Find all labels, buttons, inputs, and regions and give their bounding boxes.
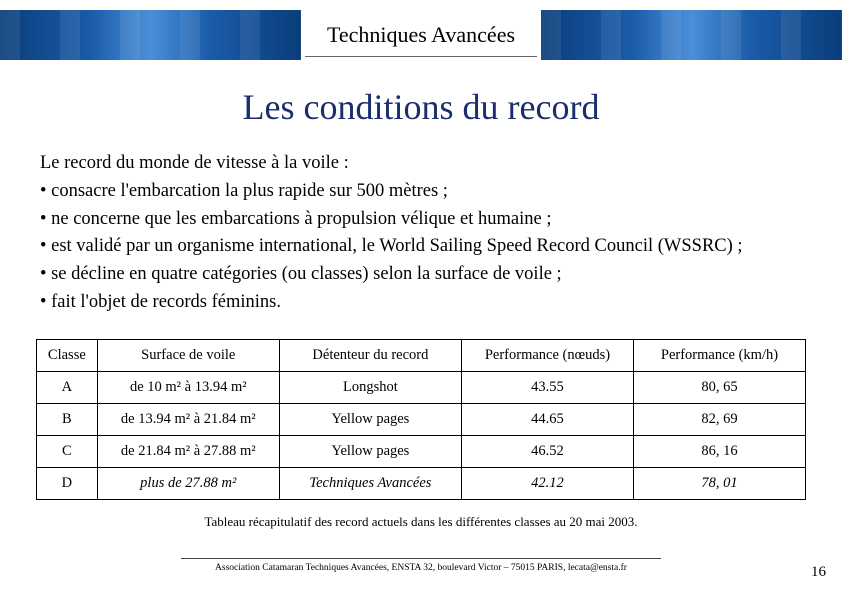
table-caption: Tableau récapitulatif des record actuels… <box>0 514 842 530</box>
footer-divider <box>181 558 661 559</box>
col-kmh: Performance (km/h) <box>633 339 805 371</box>
cell-kmh: 82, 69 <box>633 403 805 435</box>
cell-detenteur: Yellow pages <box>279 435 461 467</box>
table-row: Ade 10 m² à 13.94 m²Longshot43.5580, 65 <box>37 371 806 403</box>
cell-noeuds: 46.52 <box>461 435 633 467</box>
cell-noeuds: 43.55 <box>461 371 633 403</box>
footer-text: Association Catamaran Techniques Avancée… <box>0 563 842 573</box>
cell-kmh: 86, 16 <box>633 435 805 467</box>
cell-detenteur: Techniques Avancées <box>279 467 461 499</box>
cell-kmh: 78, 01 <box>633 467 805 499</box>
col-noeuds: Performance (nœuds) <box>461 339 633 371</box>
cell-classe: D <box>37 467 98 499</box>
cell-detenteur: Yellow pages <box>279 403 461 435</box>
cell-classe: A <box>37 371 98 403</box>
cell-classe: B <box>37 403 98 435</box>
cell-noeuds: 42.12 <box>461 467 633 499</box>
intro-line: Le record du monde de vitesse à la voile… <box>40 150 802 178</box>
cell-classe: C <box>37 435 98 467</box>
col-surface: Surface de voile <box>97 339 279 371</box>
records-table: Classe Surface de voile Détenteur du rec… <box>36 339 806 500</box>
cell-surface: de 10 m² à 13.94 m² <box>97 371 279 403</box>
bullet-0: • consacre l'embarcation la plus rapide … <box>40 178 802 206</box>
col-detenteur: Détenteur du record <box>279 339 461 371</box>
banner-image-left <box>0 10 301 60</box>
col-classe: Classe <box>37 339 98 371</box>
bullet-1: • ne concerne que les embarcations à pro… <box>40 206 802 234</box>
bullet-3: • se décline en quatre catégories (ou cl… <box>40 261 802 289</box>
header-title: Techniques Avancées <box>305 14 537 57</box>
table-row: Dplus de 27.88 m²Techniques Avancées42.1… <box>37 467 806 499</box>
bullet-2: • est validé par un organisme internatio… <box>40 233 802 261</box>
header-banner: Techniques Avancées <box>0 0 842 70</box>
cell-surface: de 13.94 m² à 21.84 m² <box>97 403 279 435</box>
cell-surface: de 21.84 m² à 27.88 m² <box>97 435 279 467</box>
page-title: Les conditions du record <box>0 86 842 128</box>
table-row: Cde 21.84 m² à 27.88 m²Yellow pages46.52… <box>37 435 806 467</box>
cell-kmh: 80, 65 <box>633 371 805 403</box>
cell-surface: plus de 27.88 m² <box>97 467 279 499</box>
banner-image-right <box>541 10 842 60</box>
bullet-4: • fait l'objet de records féminins. <box>40 289 802 317</box>
cell-detenteur: Longshot <box>279 371 461 403</box>
table-row: Bde 13.94 m² à 21.84 m²Yellow pages44.65… <box>37 403 806 435</box>
body-text: Le record du monde de vitesse à la voile… <box>0 150 842 317</box>
table-header-row: Classe Surface de voile Détenteur du rec… <box>37 339 806 371</box>
page-number: 16 <box>811 564 826 581</box>
cell-noeuds: 44.65 <box>461 403 633 435</box>
